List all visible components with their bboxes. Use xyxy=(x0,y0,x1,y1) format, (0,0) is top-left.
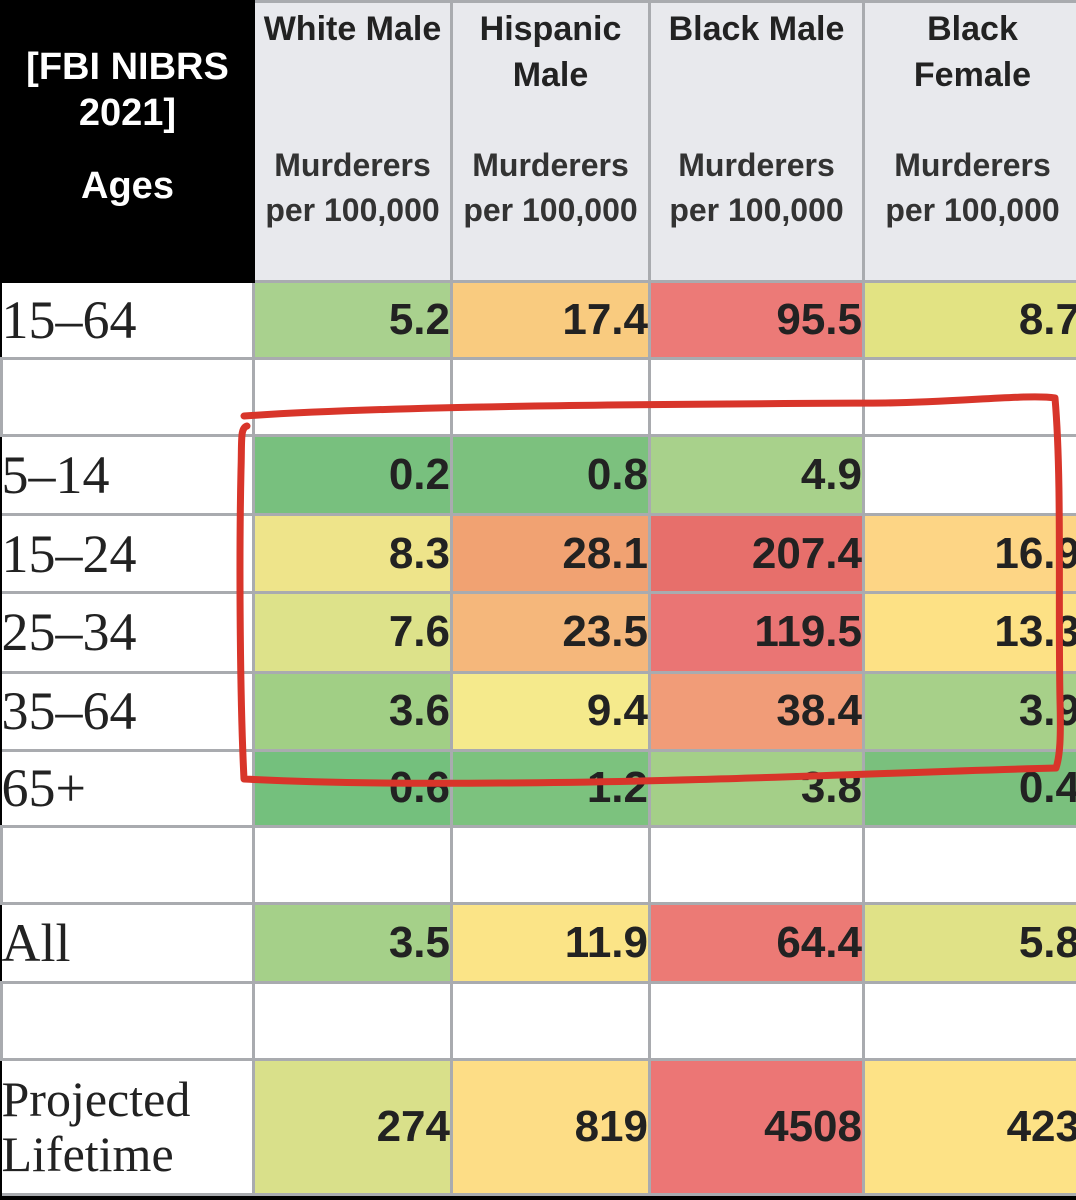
spacer-cell xyxy=(0,980,255,1062)
data-row: 15–24 8.3 28.1 207.4 16.9 xyxy=(1,513,1076,595)
heat-cell-white-male: 3.5 xyxy=(252,901,453,984)
spacer-cell xyxy=(0,357,255,438)
heat-cell-hispanic-male: 11.9 xyxy=(450,901,651,984)
spacer-cell xyxy=(862,357,1076,438)
heat-cell-black-female xyxy=(862,434,1076,517)
spacer-cell xyxy=(0,824,255,905)
spacer-cell xyxy=(450,824,651,905)
heat-cell-black-female: 8.7 xyxy=(862,279,1076,361)
heat-cell-hispanic-male: 0.8 xyxy=(450,434,651,517)
data-row: 5–14 0.2 0.8 4.9 xyxy=(1,434,1076,517)
column-group-label: White Male xyxy=(263,10,442,48)
heat-cell-white-male: 0.6 xyxy=(252,748,453,828)
heat-cell-white-male: 5.2 xyxy=(252,279,453,361)
heat-cell-hispanic-male: 28.1 xyxy=(450,513,651,595)
heat-cell-black-male: 95.5 xyxy=(648,279,865,361)
heat-cell-black-male: 38.4 xyxy=(648,670,865,752)
spacer-row xyxy=(0,824,1076,905)
heat-cell-hispanic-male: 1.2 xyxy=(450,748,651,828)
rows-axis-label: Ages xyxy=(81,165,174,208)
column-group-label: Black Male xyxy=(668,10,845,48)
heat-cell-white-male: 7.6 xyxy=(252,591,453,674)
header-row: [FBI NIBRS 2021] Ages White Male Murdere… xyxy=(0,0,1076,283)
data-row: 25–34 7.6 23.5 119.5 13.3 xyxy=(1,591,1076,674)
row-label: Projected Lifetime xyxy=(1,1058,255,1196)
heat-cell-black-female: 16.9 xyxy=(862,513,1076,595)
source-label: [FBI NIBRS 2021] xyxy=(26,46,229,134)
heat-cell-hispanic-male: 9.4 xyxy=(450,670,651,752)
spacer-cell xyxy=(252,980,453,1062)
heat-cell-hispanic-male: 819 xyxy=(450,1058,651,1196)
heat-cell-white-male: 8.3 xyxy=(252,513,453,595)
heat-cell-black-female: 13.3 xyxy=(862,591,1076,674)
heat-cell-hispanic-male: 23.5 xyxy=(450,591,651,674)
heat-cell-black-female: 423 xyxy=(862,1058,1076,1196)
heat-cell-white-male: 3.6 xyxy=(252,670,453,752)
column-group-label: Hispanic Male xyxy=(479,10,622,94)
column-measure-label: Murderers per 100,000 xyxy=(669,147,844,229)
corner-header: [FBI NIBRS 2021] Ages xyxy=(0,0,255,283)
spacer-cell xyxy=(252,357,453,438)
spacer-cell xyxy=(862,824,1076,905)
row-label: 5–14 xyxy=(1,434,255,517)
heat-cell-black-male: 3.8 xyxy=(648,748,865,828)
column-measure-label: Murderers per 100,000 xyxy=(463,147,638,229)
heat-cell-white-male: 274 xyxy=(252,1058,453,1196)
column-header-black-male: Black Male Murderers per 100,000 xyxy=(648,0,865,283)
heat-cell-black-female: 3.9 xyxy=(862,670,1076,752)
data-row: 35–64 3.6 9.4 38.4 3.9 xyxy=(1,670,1076,752)
column-header-black-female: Black Female Murderers per 100,000 xyxy=(862,0,1076,283)
heat-cell-black-male: 119.5 xyxy=(648,591,865,674)
data-row: All 3.5 11.9 64.4 5.8 xyxy=(1,901,1076,984)
column-header-white-male: White Male Murderers per 100,000 xyxy=(252,0,453,283)
row-label: 15–24 xyxy=(1,513,255,595)
data-row: 15–64 5.2 17.4 95.5 8.7 xyxy=(1,279,1076,361)
row-label: 35–64 xyxy=(1,670,255,752)
heat-cell-black-male: 64.4 xyxy=(648,901,865,984)
heat-cell-hispanic-male: 17.4 xyxy=(450,279,651,361)
heat-cell-black-male: 4.9 xyxy=(648,434,865,517)
heat-cell-black-female: 0.4 xyxy=(862,748,1076,828)
column-header-hispanic-male: Hispanic Male Murderers per 100,000 xyxy=(450,0,651,283)
row-label: All xyxy=(1,901,255,984)
heat-cell-black-male: 4508 xyxy=(648,1058,865,1196)
heat-cell-black-female: 5.8 xyxy=(862,901,1076,984)
spacer-cell xyxy=(450,357,651,438)
heat-cell-white-male: 0.2 xyxy=(252,434,453,517)
column-measure-label: Murderers per 100,000 xyxy=(885,147,1060,229)
row-label: 15–64 xyxy=(1,279,255,361)
spacer-row xyxy=(0,357,1076,438)
heat-cell-black-male: 207.4 xyxy=(648,513,865,595)
spacer-row xyxy=(0,980,1076,1062)
spacer-cell xyxy=(450,980,651,1062)
row-label: 25–34 xyxy=(1,591,255,674)
spacer-cell xyxy=(648,980,865,1062)
spacer-cell xyxy=(252,824,453,905)
column-group-label: Black Female xyxy=(913,10,1032,94)
spacer-cell xyxy=(648,824,865,905)
data-row: 65+ 0.6 1.2 3.8 0.4 xyxy=(1,748,1076,828)
spacer-cell xyxy=(648,357,865,438)
spacer-cell xyxy=(862,980,1076,1062)
column-measure-label: Murderers per 100,000 xyxy=(265,147,440,229)
row-label: 65+ xyxy=(1,748,255,828)
data-row: Projected Lifetime 274 819 4508 423 xyxy=(1,1058,1076,1196)
